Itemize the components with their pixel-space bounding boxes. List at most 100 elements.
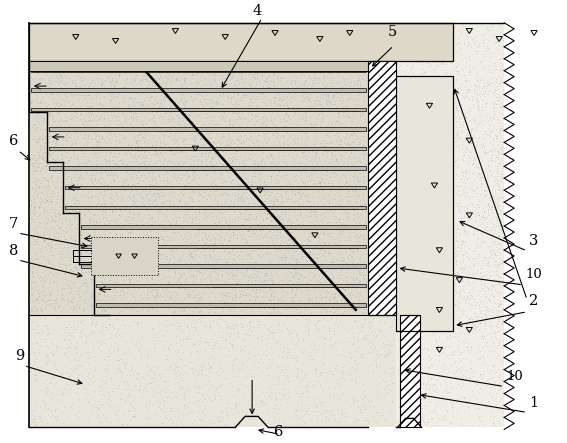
Point bbox=[77, 180, 86, 187]
Point bbox=[408, 35, 417, 42]
Point bbox=[130, 256, 139, 264]
Point bbox=[349, 128, 358, 135]
Point bbox=[401, 29, 410, 36]
Point bbox=[143, 351, 152, 358]
Point bbox=[490, 366, 500, 373]
Point bbox=[36, 61, 45, 68]
Point bbox=[355, 222, 364, 229]
Point bbox=[343, 124, 352, 131]
Point bbox=[75, 105, 84, 112]
Point bbox=[323, 94, 332, 101]
Point bbox=[243, 227, 252, 234]
Point bbox=[191, 113, 200, 120]
Point bbox=[38, 44, 47, 51]
Point bbox=[137, 130, 146, 137]
Point bbox=[318, 48, 327, 55]
Point bbox=[59, 148, 68, 155]
Point bbox=[219, 190, 228, 197]
Point bbox=[356, 270, 365, 277]
Point bbox=[110, 127, 119, 134]
Point bbox=[426, 319, 435, 326]
Point bbox=[352, 323, 361, 330]
Point bbox=[257, 222, 266, 229]
Point bbox=[431, 328, 441, 335]
Point bbox=[60, 70, 69, 78]
Point bbox=[371, 416, 380, 424]
Point bbox=[136, 151, 145, 158]
Point bbox=[37, 147, 46, 154]
Point bbox=[265, 234, 274, 241]
Point bbox=[314, 250, 323, 257]
Point bbox=[337, 250, 346, 257]
Point bbox=[77, 120, 86, 127]
Point bbox=[257, 89, 266, 97]
Point bbox=[177, 233, 186, 241]
Point bbox=[226, 206, 235, 213]
Point bbox=[300, 109, 309, 117]
Point bbox=[332, 299, 341, 306]
Point bbox=[86, 379, 95, 386]
Point bbox=[248, 200, 257, 207]
Point bbox=[114, 309, 123, 316]
Point bbox=[274, 303, 284, 311]
Point bbox=[226, 322, 235, 329]
Point bbox=[180, 25, 189, 32]
Point bbox=[394, 81, 403, 88]
Point bbox=[39, 115, 48, 122]
Point bbox=[149, 101, 158, 108]
Point bbox=[345, 59, 354, 66]
Point bbox=[138, 75, 147, 82]
Point bbox=[214, 168, 223, 175]
Point bbox=[156, 37, 166, 44]
Point bbox=[271, 245, 280, 252]
Point bbox=[124, 207, 133, 214]
Point bbox=[244, 141, 253, 148]
Point bbox=[270, 233, 279, 240]
Point bbox=[269, 295, 278, 303]
Point bbox=[205, 225, 214, 233]
Point bbox=[63, 181, 72, 188]
Point bbox=[355, 178, 364, 185]
Point bbox=[223, 140, 232, 148]
Point bbox=[132, 140, 141, 147]
Point bbox=[394, 346, 403, 354]
Point bbox=[83, 131, 92, 138]
Point bbox=[229, 327, 238, 334]
Point bbox=[126, 95, 135, 102]
Point bbox=[176, 106, 185, 113]
Point bbox=[306, 172, 315, 179]
Point bbox=[188, 95, 197, 102]
Point bbox=[310, 182, 319, 189]
Point bbox=[218, 229, 227, 236]
Point bbox=[146, 263, 155, 270]
Point bbox=[121, 143, 130, 150]
Point bbox=[103, 74, 112, 81]
Point bbox=[184, 173, 193, 180]
Point bbox=[494, 97, 503, 105]
Point bbox=[220, 43, 229, 51]
Point bbox=[96, 143, 105, 150]
Point bbox=[304, 323, 313, 330]
Point bbox=[170, 366, 179, 373]
Point bbox=[94, 200, 103, 207]
Point bbox=[41, 244, 50, 251]
Point bbox=[341, 222, 350, 229]
Point bbox=[320, 262, 329, 269]
Point bbox=[475, 276, 484, 283]
Point bbox=[44, 291, 53, 298]
Point bbox=[142, 128, 151, 135]
Point bbox=[33, 318, 43, 325]
Point bbox=[243, 227, 252, 234]
Point bbox=[234, 172, 243, 179]
Point bbox=[234, 120, 243, 128]
Point bbox=[295, 308, 304, 315]
Point bbox=[251, 296, 260, 303]
Point bbox=[52, 73, 61, 80]
Point bbox=[247, 136, 256, 143]
Point bbox=[332, 137, 341, 144]
Point bbox=[312, 293, 321, 300]
Point bbox=[184, 123, 193, 130]
Point bbox=[324, 249, 333, 256]
Point bbox=[471, 90, 480, 97]
Point bbox=[91, 248, 100, 255]
